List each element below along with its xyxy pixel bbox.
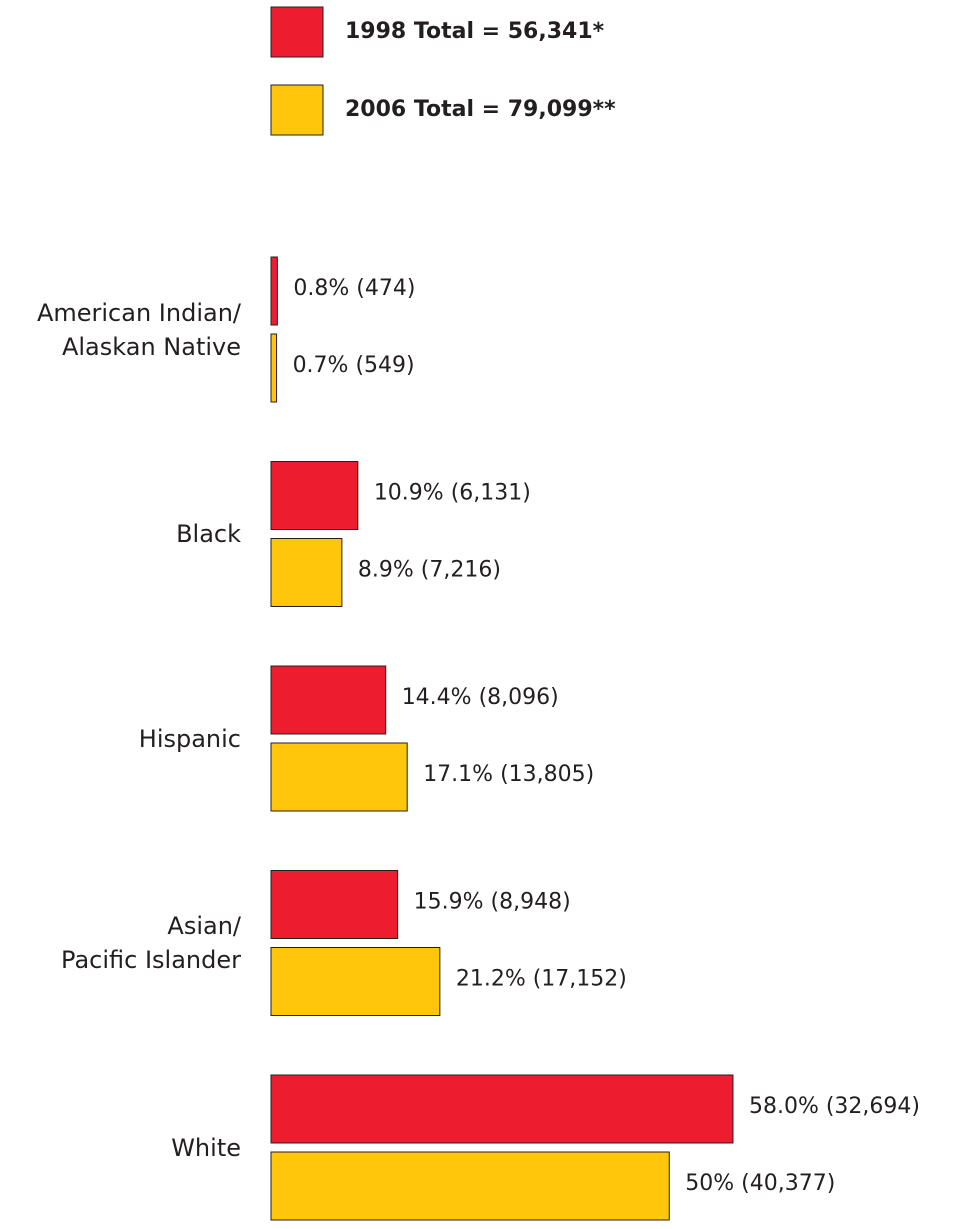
value-label: 14.4% (8,096): [402, 685, 559, 710]
legend-swatch: [270, 84, 324, 136]
bar: [270, 333, 278, 403]
legend-swatch: [270, 6, 324, 58]
value-label: 50% (40,377): [685, 1171, 835, 1196]
value-label: 10.9% (6,131): [374, 481, 531, 506]
value-label: 0.7% (549): [293, 353, 415, 378]
value-label: 15.9% (8,948): [414, 890, 571, 915]
legend-label: 2006 Total = 79,099**: [345, 97, 616, 122]
category-label: Hispanic: [138, 724, 241, 753]
category-label: Black: [176, 520, 241, 548]
category-label: American Indian/ Alaskan Native: [36, 298, 241, 361]
bar: [270, 1074, 734, 1144]
bar: [270, 665, 387, 735]
category-label: White: [171, 1133, 241, 1162]
value-label: 58.0% (32,694): [749, 1094, 920, 1119]
category-label: Asian/ Pacific Islander: [61, 912, 241, 974]
bar: [270, 742, 408, 812]
value-label: 8.9% (7,216): [358, 558, 501, 583]
bar: [270, 870, 399, 939]
bar: [270, 1151, 670, 1221]
bar: [270, 538, 343, 607]
value-label: 17.1% (13,805): [423, 762, 594, 787]
value-label: 21.2% (17,152): [456, 967, 627, 992]
legend-label: 1998 Total = 56,341*: [345, 19, 605, 44]
value-label: 0.8% (474): [293, 276, 415, 301]
bar: [270, 947, 441, 1016]
bar: [270, 461, 359, 530]
bar: [270, 256, 278, 326]
